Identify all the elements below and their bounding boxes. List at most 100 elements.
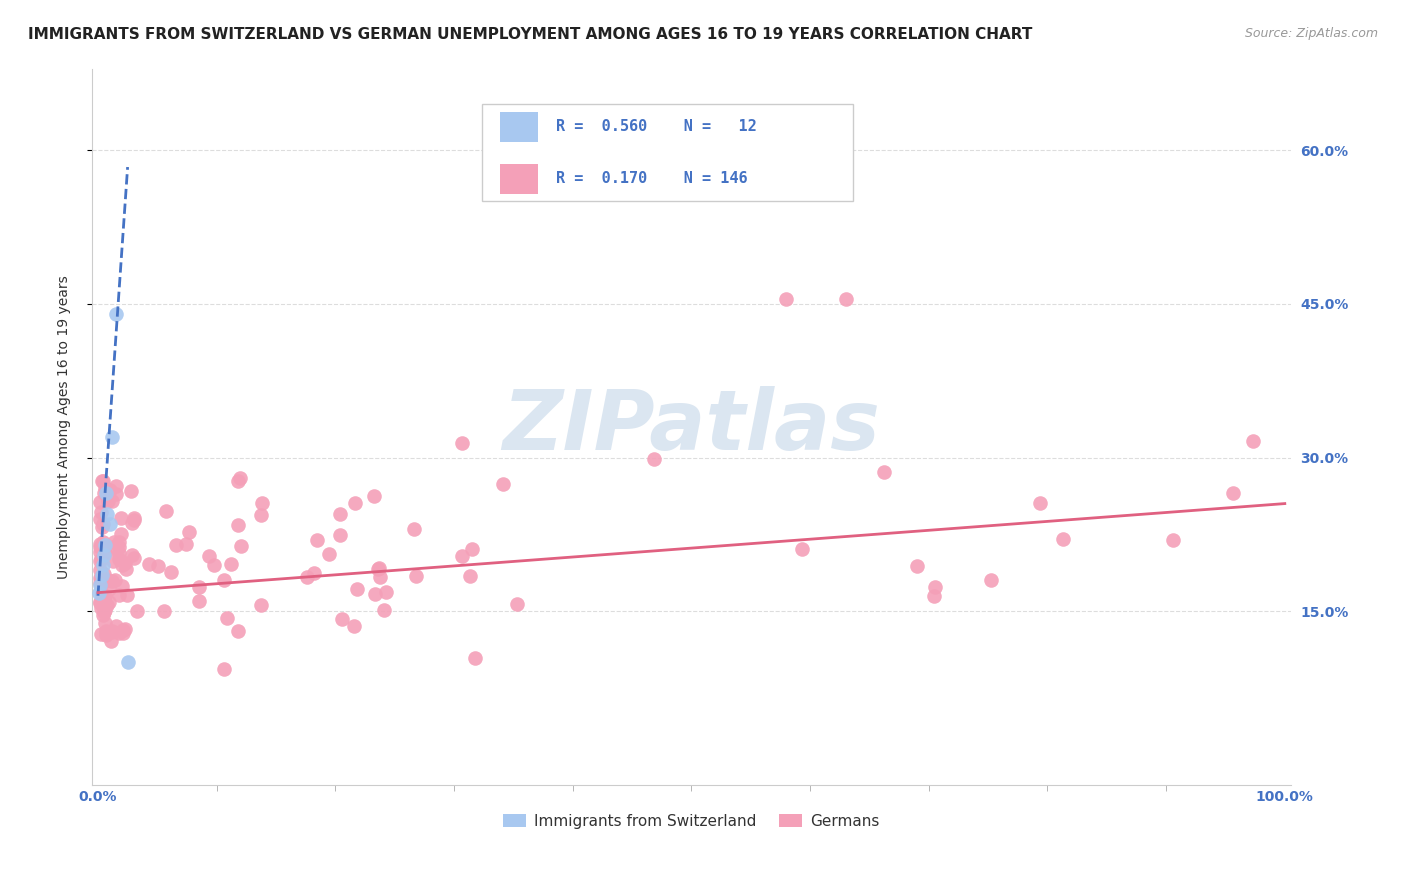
FancyBboxPatch shape (482, 104, 853, 201)
Point (873, 465, 896, 479)
Point (187, 594, 209, 608)
Point (91, 535, 114, 549)
Point (96, 574, 118, 588)
Point (922, 589, 945, 603)
Point (89, 537, 111, 551)
Point (104, 573, 127, 587)
Point (104, 619, 127, 633)
Legend: Immigrants from Switzerland, Germans: Immigrants from Switzerland, Germans (498, 807, 886, 835)
Point (108, 625, 131, 640)
Point (101, 494, 124, 508)
Point (155, 504, 177, 518)
Point (368, 561, 391, 575)
Point (111, 558, 134, 573)
Point (980, 574, 1002, 588)
Point (122, 511, 145, 525)
Point (98, 483, 121, 497)
Point (506, 597, 529, 611)
Point (329, 508, 352, 522)
Point (89, 595, 111, 609)
Point (643, 451, 665, 466)
Point (405, 569, 427, 583)
Point (924, 580, 946, 594)
Point (212, 573, 235, 587)
Point (93, 541, 115, 555)
Point (94, 624, 117, 638)
Point (89, 571, 111, 585)
Point (91, 474, 114, 488)
Point (363, 587, 385, 601)
Point (346, 582, 368, 597)
Point (98, 595, 121, 609)
Point (89, 563, 111, 577)
Point (1222, 486, 1244, 500)
Point (105, 487, 128, 501)
Point (122, 512, 145, 526)
Point (111, 579, 134, 593)
Text: R =  0.560    N =   12: R = 0.560 N = 12 (555, 119, 756, 134)
Point (90, 574, 112, 588)
Point (374, 585, 396, 599)
Point (112, 625, 135, 640)
Point (108, 588, 131, 602)
Point (91, 474, 114, 488)
Text: R =  0.170    N = 146: R = 0.170 N = 146 (555, 171, 748, 186)
Point (121, 549, 143, 563)
Point (304, 566, 326, 581)
Text: IMMIGRANTS FROM SWITZERLAND VS GERMAN UNEMPLOYMENT AMONG AGES 16 TO 19 YEARS COR: IMMIGRANTS FROM SWITZERLAND VS GERMAN UN… (28, 27, 1032, 42)
Point (450, 549, 472, 564)
Point (250, 598, 273, 612)
Point (226, 624, 249, 638)
Point (295, 570, 318, 584)
Point (585, 144, 607, 158)
Point (93, 548, 115, 562)
Point (93, 596, 115, 610)
Point (89, 495, 111, 509)
Point (91, 520, 114, 534)
Point (89, 554, 111, 568)
Point (159, 566, 181, 580)
Point (91, 607, 114, 622)
Point (100, 634, 122, 648)
Point (93, 616, 115, 631)
Point (461, 541, 484, 556)
Point (114, 556, 136, 570)
Point (93, 486, 115, 500)
Point (451, 435, 474, 450)
Point (93, 601, 115, 615)
Point (110, 511, 132, 525)
Point (905, 558, 928, 573)
Point (373, 603, 395, 617)
Point (368, 570, 391, 584)
Point (96, 507, 118, 521)
Point (138, 558, 160, 572)
Point (90, 506, 112, 520)
Point (89, 596, 111, 610)
Point (94, 628, 117, 642)
Point (367, 562, 389, 576)
Point (115, 562, 138, 576)
Point (307, 533, 329, 547)
Point (343, 619, 366, 633)
Point (89, 545, 111, 559)
Point (120, 483, 142, 498)
Point (90, 587, 112, 601)
Point (153, 604, 176, 618)
Point (229, 540, 252, 554)
Point (165, 538, 187, 552)
Point (229, 471, 252, 485)
Point (107, 546, 129, 560)
Point (792, 542, 814, 557)
Point (89, 585, 111, 599)
Point (363, 489, 385, 503)
Point (97, 582, 120, 596)
Point (1052, 532, 1074, 546)
Point (89, 512, 111, 526)
Y-axis label: Unemployment Among Ages 16 to 19 years: Unemployment Among Ages 16 to 19 years (58, 275, 72, 579)
Point (458, 568, 481, 582)
Point (100, 574, 122, 589)
Point (97, 493, 120, 508)
Point (110, 526, 132, 541)
Point (94, 537, 117, 551)
Point (94, 603, 117, 617)
